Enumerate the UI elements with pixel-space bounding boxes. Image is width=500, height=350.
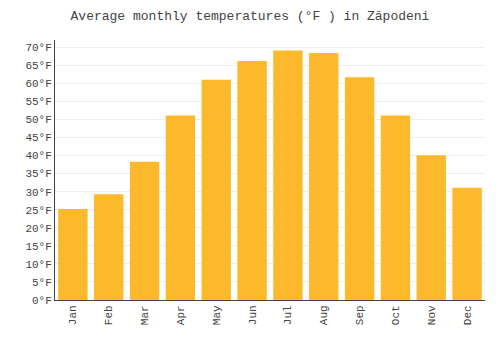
svg-text:45°F: 45°F <box>25 132 51 144</box>
svg-text:May: May <box>211 305 223 325</box>
svg-text:50°F: 50°F <box>25 114 51 126</box>
svg-text:Nov: Nov <box>426 305 438 325</box>
svg-text:Jun: Jun <box>247 305 259 325</box>
svg-text:Jan: Jan <box>67 305 79 325</box>
svg-text:Apr: Apr <box>175 305 187 325</box>
svg-text:Aug: Aug <box>318 305 330 325</box>
svg-text:Average monthly temperatures (: Average monthly temperatures (°F ) in Ză… <box>71 9 430 24</box>
svg-text:70°F: 70°F <box>25 42 51 54</box>
svg-text:60°F: 60°F <box>25 78 51 90</box>
svg-text:Mar: Mar <box>139 305 151 325</box>
svg-text:30°F: 30°F <box>25 187 51 199</box>
svg-text:Feb: Feb <box>103 305 115 325</box>
svg-text:25°F: 25°F <box>25 205 51 217</box>
svg-text:Dec: Dec <box>462 305 474 325</box>
svg-text:5°F: 5°F <box>32 277 52 289</box>
svg-text:Oct: Oct <box>390 305 402 325</box>
svg-text:55°F: 55°F <box>25 96 51 108</box>
svg-text:15°F: 15°F <box>25 241 51 253</box>
svg-text:40°F: 40°F <box>25 150 51 162</box>
svg-text:Sep: Sep <box>354 305 366 325</box>
svg-text:20°F: 20°F <box>25 223 51 235</box>
svg-text:35°F: 35°F <box>25 168 51 180</box>
svg-text:10°F: 10°F <box>25 259 51 271</box>
svg-text:Jul: Jul <box>282 305 294 325</box>
svg-text:65°F: 65°F <box>25 60 51 72</box>
svg-text:0°F: 0°F <box>32 295 52 307</box>
